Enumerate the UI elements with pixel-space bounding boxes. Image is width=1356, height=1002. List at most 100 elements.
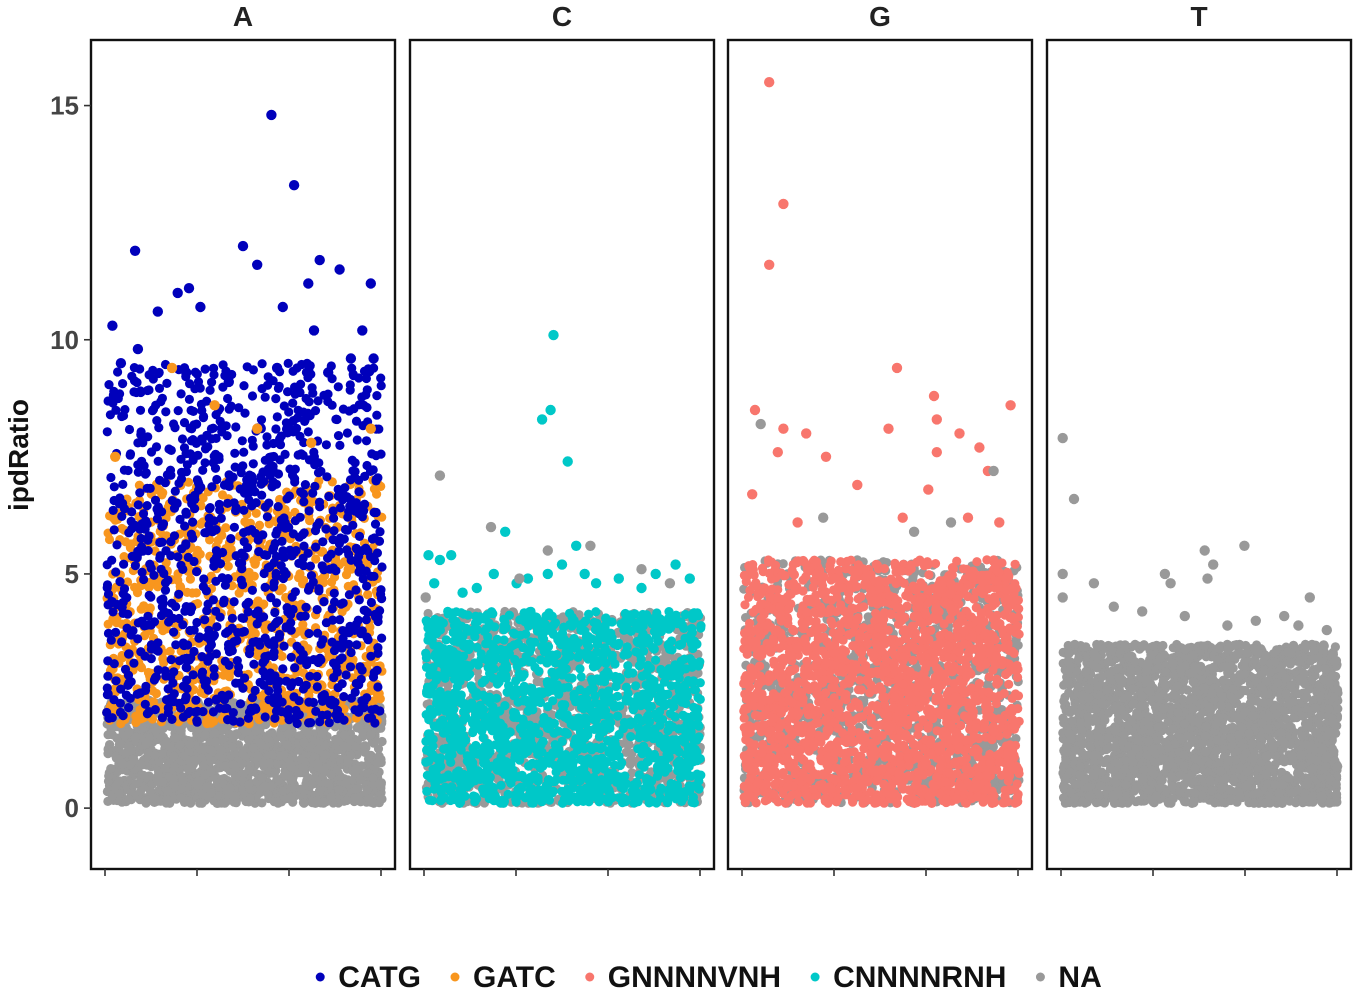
- data-point: [235, 717, 245, 727]
- data-point: [106, 724, 116, 734]
- data-point: [277, 651, 287, 662]
- data-point: [301, 602, 311, 612]
- data-point: [373, 744, 384, 754]
- data-point: [576, 672, 586, 682]
- data-point: [143, 432, 153, 442]
- data-point: [278, 664, 288, 674]
- data-point: [184, 394, 194, 404]
- data-point: [192, 716, 202, 726]
- data-point: [206, 767, 216, 777]
- data-point: [253, 751, 263, 761]
- data-point: [361, 436, 372, 446]
- data-point: [160, 585, 171, 595]
- data-point: [376, 381, 386, 391]
- data-point: [290, 389, 300, 399]
- data-point: [282, 740, 292, 750]
- data-point: [206, 788, 216, 798]
- data-point: [207, 482, 217, 492]
- data-point: [237, 759, 247, 769]
- data-point: [107, 555, 117, 565]
- data-point: [148, 365, 158, 375]
- data-point: [153, 638, 163, 648]
- data-point: [296, 611, 306, 622]
- data-point: [271, 529, 281, 539]
- data-point: [247, 391, 258, 401]
- data-point: [236, 468, 246, 478]
- data-point: [213, 535, 223, 546]
- data-point: [194, 776, 204, 786]
- data-point: [114, 754, 124, 764]
- data-point: [195, 632, 205, 642]
- data-point: [103, 671, 113, 681]
- data-point: [164, 444, 174, 454]
- data-point: [198, 707, 208, 717]
- data-point: [286, 610, 296, 620]
- data-point: [344, 590, 354, 600]
- data-point: [368, 672, 379, 682]
- data-point: [214, 452, 224, 462]
- data-point: [161, 407, 171, 417]
- data-point: [211, 606, 221, 616]
- data-point: [365, 367, 375, 377]
- data-point: [157, 602, 167, 612]
- data-point: [270, 607, 280, 618]
- data-point: [185, 625, 195, 636]
- data-point: [269, 558, 279, 568]
- data-point: [129, 658, 139, 668]
- data-point: [312, 682, 322, 692]
- data-point: [244, 707, 255, 717]
- data-point: [623, 740, 633, 751]
- data-point: [182, 587, 192, 598]
- data-point: [247, 482, 257, 492]
- data-point: [135, 688, 145, 698]
- data-point: [366, 552, 376, 562]
- data-point: [183, 552, 193, 563]
- data-point: [224, 481, 234, 491]
- data-point: [181, 467, 191, 477]
- data-point: [178, 681, 189, 691]
- data-point: [348, 466, 358, 476]
- data-point: [198, 465, 208, 475]
- data-point: [188, 533, 198, 543]
- data-point: [335, 503, 346, 513]
- data-point: [173, 406, 183, 416]
- data-point: [155, 553, 165, 563]
- data-point: [226, 534, 236, 544]
- data-point: [216, 745, 226, 755]
- data-point: [377, 633, 387, 643]
- data-point: [148, 697, 158, 707]
- data-point: [302, 659, 312, 670]
- data-point: [197, 798, 207, 808]
- data-point: [166, 655, 176, 665]
- data-point: [335, 440, 345, 450]
- data-point: [376, 449, 386, 459]
- data-point: [263, 372, 273, 382]
- data-point: [356, 797, 366, 807]
- data-point: [286, 625, 296, 635]
- data-point: [661, 653, 671, 664]
- data-point: [321, 524, 331, 534]
- data-point: [376, 585, 386, 595]
- data-point: [294, 731, 304, 741]
- data-point: [124, 727, 134, 737]
- data-point: [326, 549, 336, 559]
- data-point: [279, 750, 289, 760]
- data-point: [338, 495, 348, 505]
- data-point: [343, 625, 353, 636]
- data-point: [178, 654, 188, 664]
- data-point: [365, 466, 375, 476]
- data-point: [290, 587, 300, 597]
- data-point: [303, 427, 313, 437]
- data-point: [278, 552, 288, 562]
- data-point: [136, 387, 146, 398]
- data-point: [291, 546, 301, 556]
- data-point: [296, 754, 306, 764]
- data-point: [304, 397, 314, 407]
- data-point: [372, 391, 382, 401]
- data-point: [224, 660, 234, 671]
- data-point: [124, 424, 135, 435]
- data-point: [244, 649, 255, 659]
- data-point: [231, 678, 241, 688]
- data-point: [265, 639, 275, 649]
- data-point: [237, 748, 248, 759]
